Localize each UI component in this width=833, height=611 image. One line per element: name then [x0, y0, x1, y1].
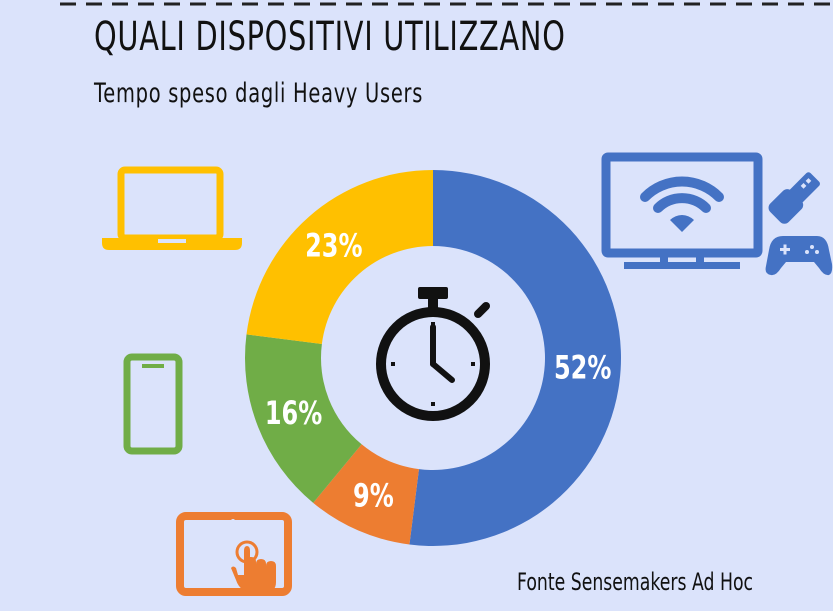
stopwatch-icon: [376, 287, 490, 421]
gamepad-icon: [765, 236, 833, 276]
donut-slices: [245, 170, 621, 546]
slice-label-smartphone: 16%: [265, 395, 322, 432]
slice-tv: [409, 170, 621, 546]
smart-tv-wifi-icon: [601, 152, 763, 269]
smartphone-icon: [123, 353, 183, 455]
slice-label-laptop: 23%: [305, 227, 362, 264]
slice-tablet: [313, 444, 419, 545]
donut-labels: 52% 9% 16% 23%: [265, 227, 612, 515]
tablet-touch-icon: [176, 512, 292, 596]
laptop-icon: [102, 166, 242, 250]
slice-label-tablet: 9%: [353, 477, 394, 514]
slice-laptop: [246, 170, 433, 344]
page-title: QUALI DISPOSITIVI UTILIZZANO: [94, 14, 566, 60]
page-subtitle: Tempo speso dagli Heavy Users: [94, 78, 424, 109]
usb-stick-icon: [768, 172, 820, 224]
source-note: Fonte Sensemakers Ad Hoc: [517, 568, 754, 596]
slice-smartphone: [245, 334, 362, 503]
slice-label-tv: 52%: [554, 349, 611, 386]
